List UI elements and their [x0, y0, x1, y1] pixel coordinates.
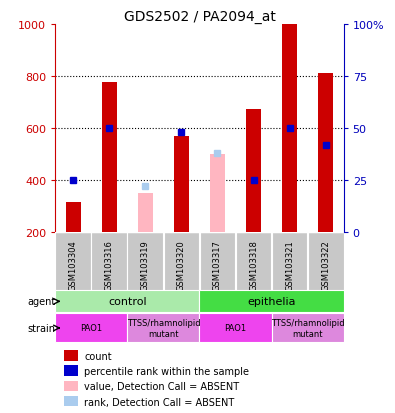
Text: rank, Detection Call = ABSENT: rank, Detection Call = ABSENT	[84, 396, 234, 407]
Bar	[174, 137, 189, 233]
Bar	[138, 194, 152, 233]
Text: count: count	[84, 351, 112, 361]
Bar	[236, 233, 271, 290]
Bar	[55, 314, 127, 343]
Text: control: control	[108, 297, 147, 306]
Text: GSM103316: GSM103316	[105, 240, 114, 290]
Bar	[64, 396, 78, 406]
Bar	[246, 109, 261, 233]
Text: GSM103317: GSM103317	[213, 240, 222, 290]
Title: GDS2502 / PA2094_at: GDS2502 / PA2094_at	[124, 10, 275, 24]
Bar	[199, 314, 272, 343]
Text: GSM103320: GSM103320	[177, 240, 186, 290]
Bar	[199, 291, 344, 313]
Text: TTSS/rhamnolipid
mutant: TTSS/rhamnolipid mutant	[271, 318, 344, 338]
Text: GSM103321: GSM103321	[285, 240, 294, 290]
Text: GSM103319: GSM103319	[141, 240, 150, 290]
Text: GSM103318: GSM103318	[249, 240, 258, 290]
Bar	[164, 233, 199, 290]
Bar	[66, 203, 81, 233]
Text: epithelia: epithelia	[247, 297, 296, 306]
Bar	[282, 25, 297, 233]
Bar	[210, 155, 225, 233]
Text: GSM103322: GSM103322	[321, 240, 330, 290]
Bar	[318, 74, 333, 233]
Bar	[64, 366, 78, 376]
Bar	[308, 233, 344, 290]
Bar	[64, 381, 78, 391]
Bar	[92, 233, 127, 290]
Bar	[55, 291, 199, 313]
Bar	[55, 233, 91, 290]
Bar	[272, 314, 344, 343]
Bar	[199, 233, 235, 290]
Bar	[127, 314, 199, 343]
Text: TTSS/rhamnolipid
mutant: TTSS/rhamnolipid mutant	[127, 318, 200, 338]
Bar	[128, 233, 163, 290]
Text: value, Detection Call = ABSENT: value, Detection Call = ABSENT	[84, 382, 239, 392]
Text: GSM103304: GSM103304	[69, 240, 78, 290]
Text: agent: agent	[27, 297, 55, 306]
Text: percentile rank within the sample: percentile rank within the sample	[84, 366, 249, 376]
Text: strain: strain	[27, 323, 55, 333]
Text: PAO1: PAO1	[224, 324, 246, 332]
Bar	[64, 351, 78, 361]
Text: PAO1: PAO1	[80, 324, 102, 332]
Bar	[272, 233, 307, 290]
Bar	[102, 83, 117, 233]
